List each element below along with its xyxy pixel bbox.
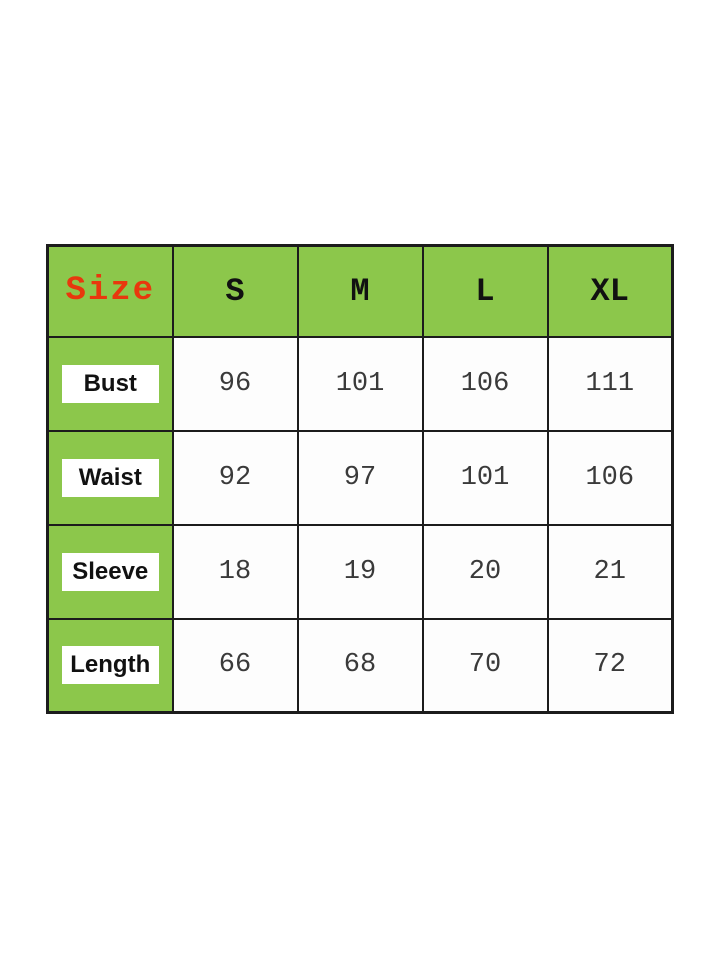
cell-waist-xl: 106 (546, 429, 674, 526)
column-header-s: S (171, 244, 299, 338)
cell-waist-m: 97 (296, 429, 424, 526)
cell-sleeve-m: 19 (296, 523, 424, 620)
row-label-bust: Bust (61, 364, 159, 403)
row-label-waist: Waist (61, 458, 159, 497)
cell-waist-s: 92 (171, 429, 299, 526)
size-chart-table: Size S M L XL Bust 96 101 106 111 Waist … (46, 244, 674, 714)
table-row-waist: Waist 92 97 101 106 (46, 429, 674, 526)
row-label-cell-waist: Waist (46, 429, 174, 526)
row-label-cell-sleeve: Sleeve (46, 523, 174, 620)
table-row-bust: Bust 96 101 106 111 (46, 335, 674, 432)
cell-waist-l: 101 (421, 429, 549, 526)
column-header-l: L (421, 244, 549, 338)
cell-length-l: 70 (421, 617, 549, 714)
column-header-xl: XL (546, 244, 674, 338)
cell-sleeve-s: 18 (171, 523, 299, 620)
cell-bust-l: 106 (421, 335, 549, 432)
cell-bust-m: 101 (296, 335, 424, 432)
row-label-sleeve: Sleeve (61, 552, 159, 591)
cell-bust-s: 96 (171, 335, 299, 432)
cell-length-s: 66 (171, 617, 299, 714)
cell-sleeve-xl: 21 (546, 523, 674, 620)
cell-length-m: 68 (296, 617, 424, 714)
header-row: Size S M L XL (46, 244, 674, 338)
row-label-length: Length (61, 646, 159, 685)
table-row-length: Length 66 68 70 72 (46, 617, 674, 714)
row-label-cell-bust: Bust (46, 335, 174, 432)
size-header-cell: Size (46, 244, 174, 338)
cell-bust-xl: 111 (546, 335, 674, 432)
column-header-m: M (296, 244, 424, 338)
table-row-sleeve: Sleeve 18 19 20 21 (46, 523, 674, 620)
cell-length-xl: 72 (546, 617, 674, 714)
cell-sleeve-l: 20 (421, 523, 549, 620)
row-label-cell-length: Length (46, 617, 174, 714)
